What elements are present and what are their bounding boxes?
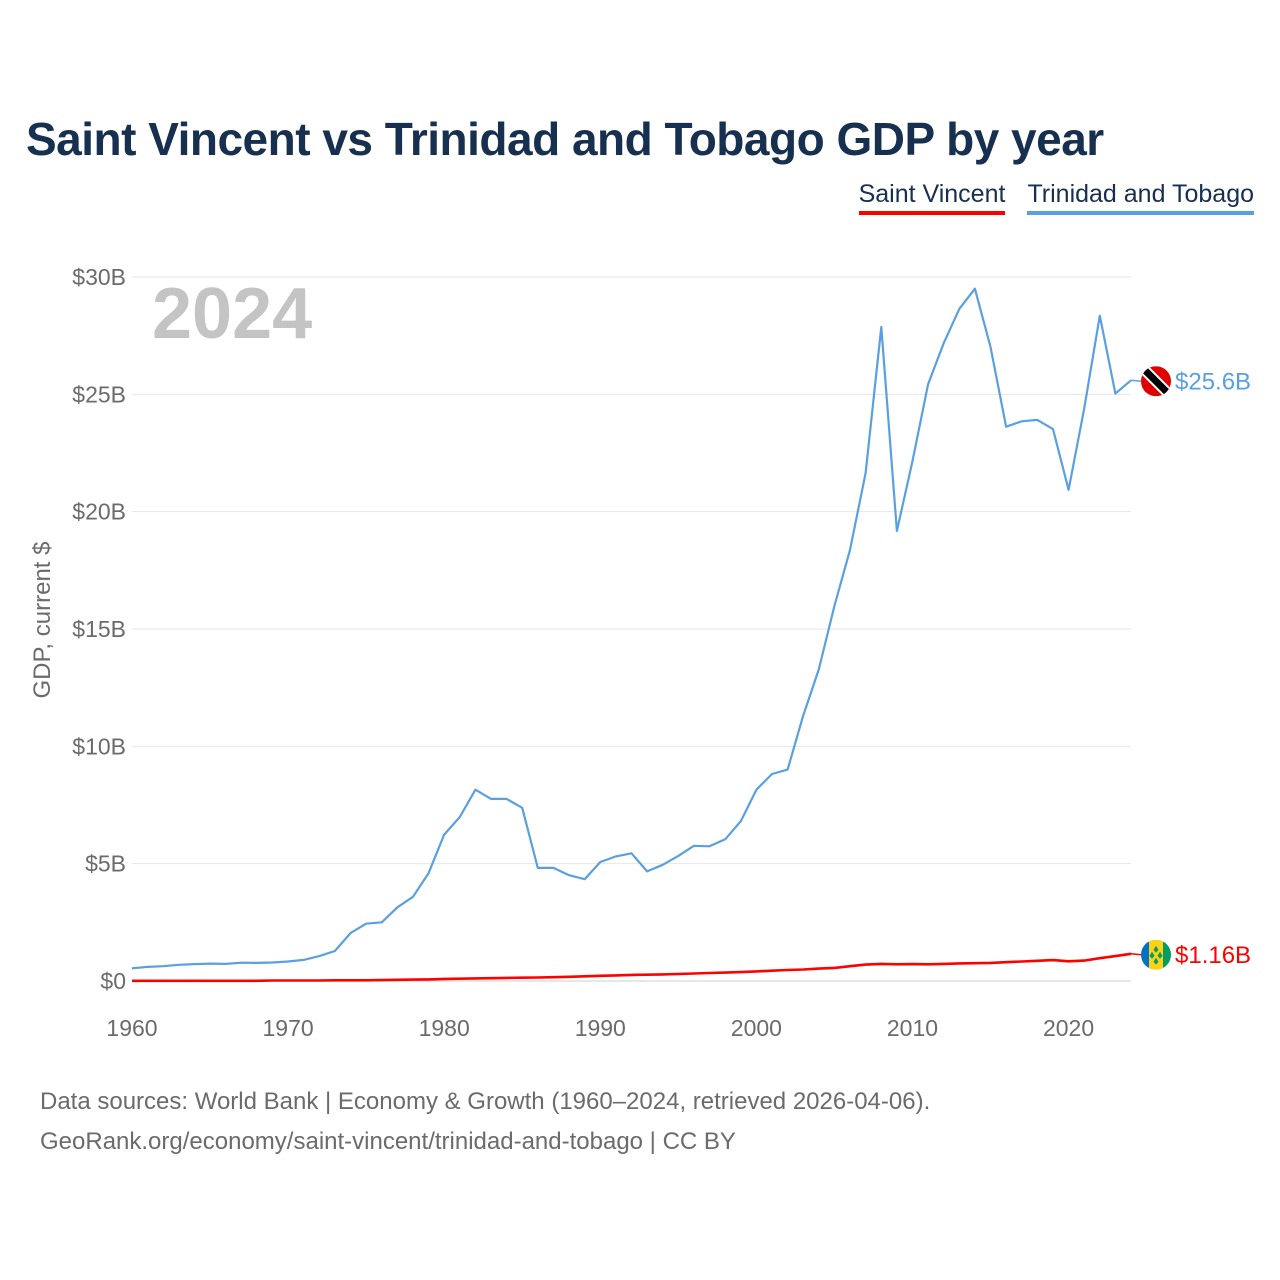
flag-body xyxy=(1141,939,1171,970)
y-tick-label: $20B xyxy=(72,499,126,525)
x-tick-label: 1970 xyxy=(263,1015,314,1041)
flag-diamond-1 xyxy=(1149,951,1155,959)
y-tick-label: $10B xyxy=(72,733,126,759)
year-watermark: 2024 xyxy=(152,274,312,354)
flag-black-stripe xyxy=(1141,366,1171,397)
legend-item-saint-vincent[interactable]: Saint Vincent xyxy=(858,180,1006,215)
y-tick-labels: $0 $5B $10B $15B $20B $25B $30B xyxy=(72,264,126,994)
x-tick-label: 2020 xyxy=(1043,1015,1094,1041)
flag-body xyxy=(1141,366,1171,397)
x-tick-label: 1990 xyxy=(575,1015,626,1041)
footer-link[interactable]: GeoRank.org/economy/saint-vincent/trinid… xyxy=(40,1128,736,1155)
saint-vincent-flag-icon xyxy=(1141,939,1171,970)
connector-trinidad xyxy=(1130,379,1142,382)
series-lines xyxy=(131,287,1132,983)
legend: Saint Vincent Trinidad and Tobago xyxy=(858,180,1254,215)
footer-sources: Data sources: World Bank | Economy & Gro… xyxy=(40,1088,931,1115)
y-tick-label: $30B xyxy=(72,264,126,290)
end-label-trinidad: $25.6B xyxy=(1175,368,1251,395)
y-axis-label: GDP, current $ xyxy=(29,542,56,699)
series-line-trinidad-and-tobago xyxy=(131,287,1132,970)
x-tick-labels: 1960 1970 1980 1990 2000 2010 2020 xyxy=(106,1015,1094,1041)
footer: Data sources: World Bank | Economy & Gro… xyxy=(40,1082,930,1162)
end-label-saint-vincent: $1.16B xyxy=(1175,942,1251,969)
y-tick-label: $25B xyxy=(72,381,126,407)
trinidad-and-tobago-flag-icon xyxy=(1141,366,1171,397)
flag-diamond-3 xyxy=(1153,957,1159,965)
flag-diamond-2 xyxy=(1157,951,1163,959)
grid-lines xyxy=(132,276,1131,982)
y-tick-label: $0 xyxy=(100,968,126,994)
x-tick-label: 2000 xyxy=(731,1015,782,1041)
x-tick-label: 1980 xyxy=(419,1015,470,1041)
end-markers: $25.6B $1.16B xyxy=(1130,366,1251,970)
flag-green xyxy=(1163,939,1171,970)
legend-item-trinidad-and-tobago[interactable]: Trinidad and Tobago xyxy=(1027,180,1254,215)
x-tick-label: 2010 xyxy=(887,1015,938,1041)
flag-blue xyxy=(1141,939,1149,970)
connector-saint-vincent xyxy=(1130,953,1142,956)
y-tick-label: $15B xyxy=(72,616,126,642)
chart-title: Saint Vincent vs Trinidad and Tobago GDP… xyxy=(26,113,1104,165)
x-tick-label: 1960 xyxy=(106,1015,157,1041)
y-tick-label: $5B xyxy=(85,851,126,877)
flag-diamond-0 xyxy=(1153,945,1159,953)
flag-yellow xyxy=(1149,939,1163,970)
series-line-saint-vincent xyxy=(132,952,1132,983)
